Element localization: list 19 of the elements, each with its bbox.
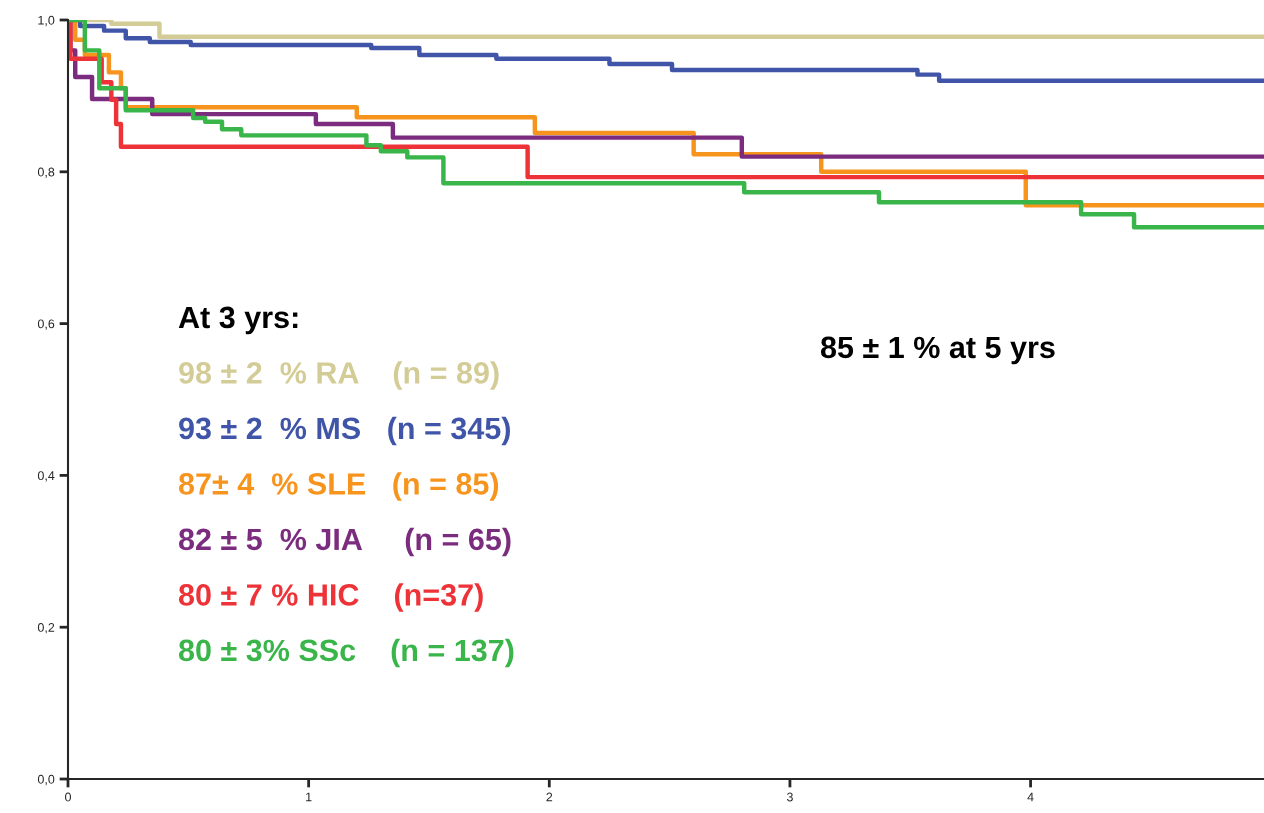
y-tick-label: 0,0 bbox=[37, 774, 55, 786]
x-tick-label: 4 bbox=[1027, 792, 1034, 802]
x-tick-label: 1 bbox=[306, 792, 312, 802]
annotation: At 3 yrs: bbox=[178, 306, 298, 335]
annotation: 80 ± 3% SSc (n = 137) bbox=[178, 638, 514, 668]
y-tick-label: 0,4 bbox=[37, 471, 55, 482]
x-tick-label: 2 bbox=[546, 792, 553, 802]
x-tick-label: 3 bbox=[786, 792, 793, 802]
y-tick-label: 0,2 bbox=[37, 623, 55, 634]
y-tick-label: 0,6 bbox=[37, 319, 55, 330]
x-tick-label: 0 bbox=[65, 792, 71, 802]
annotation: 80 ± 7 % HIC (n=37) bbox=[178, 583, 483, 612]
y-tick-label: 1,0 bbox=[38, 15, 55, 27]
y-tick-label: 0,8 bbox=[37, 167, 55, 178]
annotation: 93 ± 2 % MS (n = 345) bbox=[179, 416, 510, 446]
annotation: 82 ± 5 % JIA (n = 65) bbox=[178, 527, 511, 557]
annotation: 98 ± 2 % RA (n = 89) bbox=[179, 361, 499, 390]
annotation: 85 ± 1 % at 5 yrs bbox=[820, 336, 1055, 365]
annotation: 87± 4 % SLE (n = 85) bbox=[178, 472, 499, 501]
